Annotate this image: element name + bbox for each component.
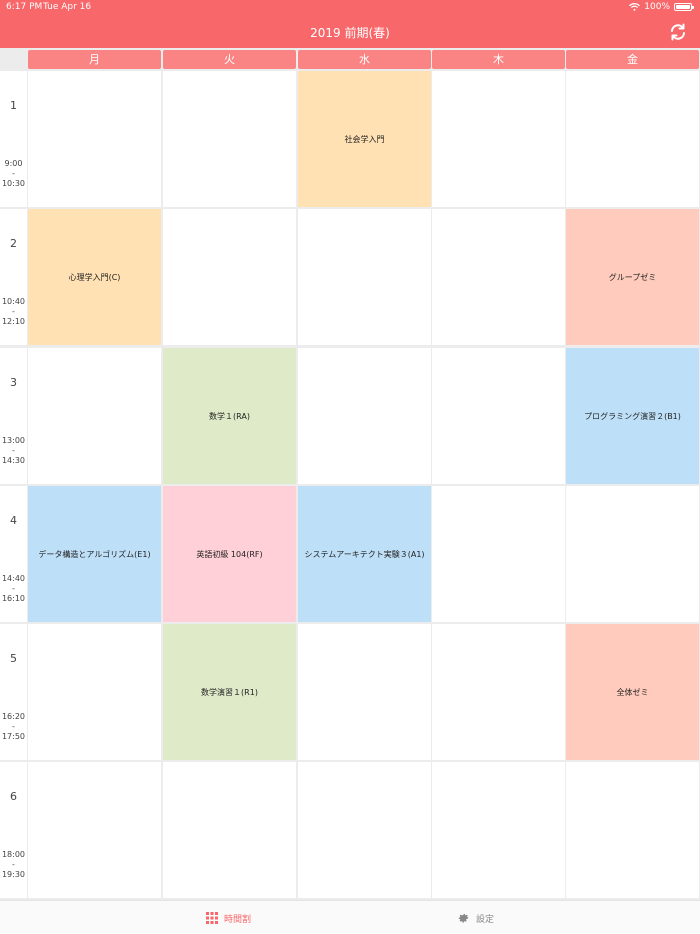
period-number: 4 xyxy=(10,514,17,527)
nav-header: 6:17 PM Tue Apr 16 100% 2019 前期(春) xyxy=(0,0,700,48)
period-time: 16:20-17:50 xyxy=(0,712,27,742)
period-number: 1 xyxy=(10,99,17,112)
period-time: 10:40-12:10 xyxy=(0,297,27,327)
tab-timetable[interactable]: 時間割 xyxy=(206,901,251,934)
timetable-cell[interactable] xyxy=(566,486,699,622)
course-name: 社会学入門 xyxy=(344,134,385,144)
timetable-cell[interactable] xyxy=(432,348,565,484)
course-cell[interactable]: 英語初級 104(RF) xyxy=(163,486,296,622)
gear-icon xyxy=(458,913,469,923)
timetable-cell[interactable] xyxy=(28,71,161,207)
timetable-cell[interactable] xyxy=(163,762,296,898)
period-time-sep: - xyxy=(12,307,15,316)
day-header-4: 金 xyxy=(566,50,699,69)
status-bar: 6:17 PM Tue Apr 16 100% xyxy=(0,0,700,14)
period-label-6: 6 18:00-19:30 xyxy=(0,762,27,898)
period-time: 14:40-16:10 xyxy=(0,574,27,604)
period-time-sep: - xyxy=(12,584,15,593)
timetable-cell[interactable] xyxy=(432,762,565,898)
course-cell[interactable]: グループゼミ xyxy=(566,209,699,345)
timetable-cell[interactable] xyxy=(298,209,431,345)
timetable-cell[interactable] xyxy=(298,762,431,898)
course-cell[interactable]: プログラミング演習２(B1) xyxy=(566,348,699,484)
timetable-cell[interactable] xyxy=(28,348,161,484)
timetable-cell[interactable] xyxy=(163,209,296,345)
period-time-start: 14:40 xyxy=(1,574,26,583)
status-right: 100% xyxy=(629,2,694,12)
period-time: 9:00-10:30 xyxy=(0,159,27,189)
course-name: 心理学入門(C) xyxy=(68,272,121,282)
timetable-cell[interactable] xyxy=(298,348,431,484)
course-name: 英語初級 104(RF) xyxy=(196,549,263,559)
day-header-1: 火 xyxy=(163,50,296,69)
period-time: 18:00-19:30 xyxy=(0,850,27,880)
period-time-start: 10:40 xyxy=(1,297,26,306)
period-label-2: 2 10:40-12:10 xyxy=(0,209,27,345)
period-number: 2 xyxy=(10,237,17,250)
tab-settings-label: 設定 xyxy=(476,914,495,925)
timetable-cell[interactable] xyxy=(28,624,161,760)
course-cell[interactable]: 社会学入門 xyxy=(298,71,431,207)
period-time-start: 18:00 xyxy=(1,850,26,859)
wifi-icon xyxy=(629,3,641,11)
period-number: 5 xyxy=(10,652,17,665)
timetable-cell[interactable] xyxy=(566,71,699,207)
period-time-sep: - xyxy=(12,722,15,731)
period-time-end: 19:30 xyxy=(1,870,26,879)
day-header-2: 水 xyxy=(298,50,431,69)
course-cell[interactable]: システムアーキテクト実験３(A1) xyxy=(298,486,431,622)
course-name: グループゼミ xyxy=(608,272,657,282)
timetable-cell[interactable] xyxy=(298,624,431,760)
timetable-cell[interactable] xyxy=(432,209,565,345)
period-time-sep: - xyxy=(12,169,15,178)
period-time-start: 13:00 xyxy=(1,436,26,445)
timetable-cell[interactable] xyxy=(28,762,161,898)
course-name: データ構造とアルゴリズム(E1) xyxy=(38,549,151,559)
tab-timetable-label: 時間割 xyxy=(224,914,252,925)
period-time-start: 16:20 xyxy=(1,712,26,721)
period-time-start: 9:00 xyxy=(4,159,23,168)
course-name: 数学演習１(R1) xyxy=(201,687,258,697)
course-cell[interactable]: データ構造とアルゴリズム(E1) xyxy=(28,486,161,622)
course-cell[interactable]: 数学１(RA) xyxy=(163,348,296,484)
tab-settings[interactable]: 設定 xyxy=(457,901,494,934)
period-label-5: 5 16:20-17:50 xyxy=(0,624,27,760)
period-time: 13:00-14:30 xyxy=(0,436,27,466)
period-time-end: 12:10 xyxy=(1,317,26,326)
course-name: プログラミング演習２(B1) xyxy=(584,411,681,421)
status-time: 6:17 PM xyxy=(6,2,43,12)
period-time-sep: - xyxy=(12,446,15,455)
course-name: 全体ゼミ xyxy=(616,687,649,697)
refresh-icon[interactable] xyxy=(668,22,688,42)
period-time-end: 14:30 xyxy=(1,456,26,465)
grid-icon xyxy=(206,912,218,924)
course-name: システムアーキテクト実験３(A1) xyxy=(304,549,425,559)
grid-corner xyxy=(0,50,27,69)
day-header-3: 木 xyxy=(432,50,565,69)
battery-icon xyxy=(674,3,694,11)
timetable-cell[interactable] xyxy=(432,624,565,760)
timetable-cell[interactable] xyxy=(566,762,699,898)
course-cell[interactable]: 数学演習１(R1) xyxy=(163,624,296,760)
period-number: 6 xyxy=(10,790,17,803)
page-title: 2019 前期(春) xyxy=(310,26,390,40)
period-number: 3 xyxy=(10,376,17,389)
battery-percent: 100% xyxy=(644,2,670,12)
period-time-end: 10:30 xyxy=(1,179,26,188)
course-name: 数学１(RA) xyxy=(209,411,250,421)
status-date: Tue Apr 16 xyxy=(43,2,92,12)
period-time-end: 16:10 xyxy=(1,594,26,603)
course-cell[interactable]: 心理学入門(C) xyxy=(28,209,161,345)
tab-bar: 時間割 設定 xyxy=(0,900,700,934)
timetable-cell[interactable] xyxy=(432,486,565,622)
day-header-0: 月 xyxy=(28,50,161,69)
course-cell[interactable]: 全体ゼミ xyxy=(566,624,699,760)
period-time-sep: - xyxy=(12,860,15,869)
period-label-3: 3 13:00-14:30 xyxy=(0,348,27,484)
timetable-cell[interactable] xyxy=(163,71,296,207)
period-label-1: 1 9:00-10:30 xyxy=(0,71,27,207)
period-time-end: 17:50 xyxy=(1,732,26,741)
period-label-4: 4 14:40-16:10 xyxy=(0,486,27,622)
timetable-cell[interactable] xyxy=(432,71,565,207)
